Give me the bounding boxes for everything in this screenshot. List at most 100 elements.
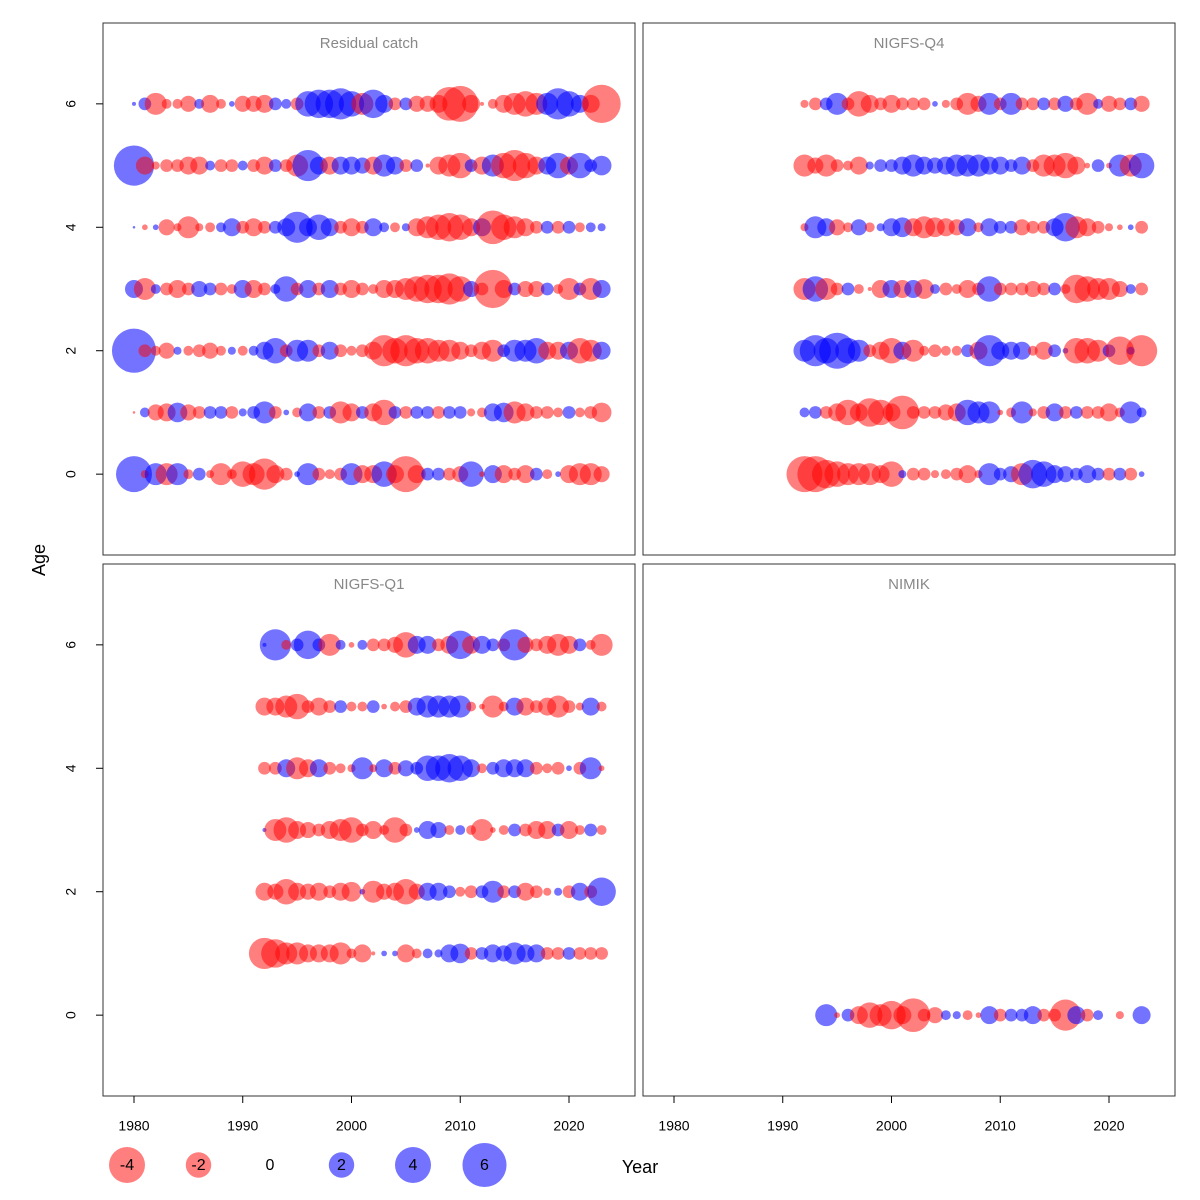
bubble <box>1078 465 1097 484</box>
bubble <box>227 346 236 355</box>
bubble <box>309 697 328 716</box>
bubble <box>940 469 951 480</box>
bubble <box>1023 1006 1042 1025</box>
bubble <box>1080 1008 1094 1022</box>
bubble <box>172 98 183 109</box>
bubble <box>917 467 931 481</box>
bubble <box>554 887 563 896</box>
bubble <box>940 345 951 356</box>
bubble <box>214 159 228 172</box>
bubble <box>1067 156 1086 175</box>
bubble <box>458 461 484 487</box>
bubble <box>581 697 600 716</box>
bubble <box>1004 1008 1018 1022</box>
bubble <box>464 885 478 899</box>
bubble <box>592 341 611 360</box>
bubble <box>244 280 263 298</box>
bubble <box>1034 341 1053 360</box>
bubble <box>516 218 535 237</box>
bubble <box>540 406 554 419</box>
bubble <box>371 951 376 956</box>
bubble <box>930 470 940 479</box>
bubble <box>190 156 209 175</box>
bubble <box>390 701 400 712</box>
legend-bubble <box>462 1142 507 1188</box>
bubble <box>847 339 870 362</box>
bubble <box>815 1004 838 1027</box>
legend-label: 6 <box>480 1157 489 1174</box>
bubble <box>132 411 136 414</box>
bubble <box>566 765 572 772</box>
bubble <box>530 885 543 899</box>
bubble <box>1124 467 1138 481</box>
bubble <box>158 342 175 359</box>
bubble <box>1102 467 1116 481</box>
bubble <box>826 92 849 115</box>
bubble <box>486 638 500 652</box>
bubble <box>353 944 372 963</box>
bubble <box>1100 95 1118 112</box>
bubble <box>472 635 491 654</box>
bubble <box>324 469 335 480</box>
bubble <box>867 286 872 292</box>
bubble <box>991 156 1010 175</box>
x-tick-label: 2000 <box>336 1118 367 1134</box>
y-tick-label: 2 <box>63 888 79 896</box>
bubble <box>993 220 1007 234</box>
bubble <box>898 470 907 479</box>
bubble <box>388 761 402 775</box>
bubble <box>1012 156 1031 175</box>
bubble <box>425 163 430 168</box>
bubble <box>1126 335 1158 367</box>
bubble <box>1132 1006 1151 1025</box>
bubble <box>399 97 413 111</box>
legend-label: 0 <box>266 1157 275 1174</box>
bubble <box>540 947 554 960</box>
bubble <box>980 1006 999 1025</box>
bubble <box>809 406 822 419</box>
y-tick-label: 4 <box>63 223 79 231</box>
bubble <box>203 282 217 296</box>
bubble <box>258 761 271 775</box>
bubble <box>926 1007 944 1024</box>
bubble <box>516 465 535 484</box>
bubble <box>1099 403 1118 422</box>
bubble <box>975 1012 982 1018</box>
bubble <box>1133 95 1150 112</box>
bubble <box>320 341 339 360</box>
bubble <box>941 99 950 108</box>
bubble <box>479 101 485 106</box>
bubble <box>928 344 942 358</box>
panel-frame <box>642 22 1176 556</box>
bubble <box>1104 223 1114 232</box>
bubble <box>1045 403 1064 422</box>
bubble <box>508 823 521 837</box>
bubble <box>323 700 337 713</box>
bubble <box>443 885 456 899</box>
bubble <box>195 223 204 232</box>
bubble <box>455 825 466 835</box>
bubble <box>473 269 512 309</box>
legend-label: 4 <box>409 1157 418 1174</box>
x-tick-label: 2010 <box>985 1118 1016 1134</box>
bubble <box>1111 280 1128 298</box>
bubble <box>466 701 477 712</box>
bubble <box>298 280 317 298</box>
bubble <box>582 84 621 123</box>
bubble <box>238 408 247 417</box>
bubble <box>334 344 347 358</box>
bubble <box>346 345 357 356</box>
bubble <box>407 465 426 484</box>
bubble <box>133 277 156 301</box>
bubble <box>993 1008 1007 1022</box>
bubble <box>366 638 380 652</box>
bubble <box>152 224 159 231</box>
bubble <box>1091 220 1105 234</box>
bubble <box>237 160 248 171</box>
bubble <box>309 882 328 901</box>
bubble <box>1138 471 1145 477</box>
bubble <box>390 222 400 233</box>
bubble <box>1128 152 1155 179</box>
bubble <box>225 159 239 172</box>
bubble <box>559 635 578 654</box>
